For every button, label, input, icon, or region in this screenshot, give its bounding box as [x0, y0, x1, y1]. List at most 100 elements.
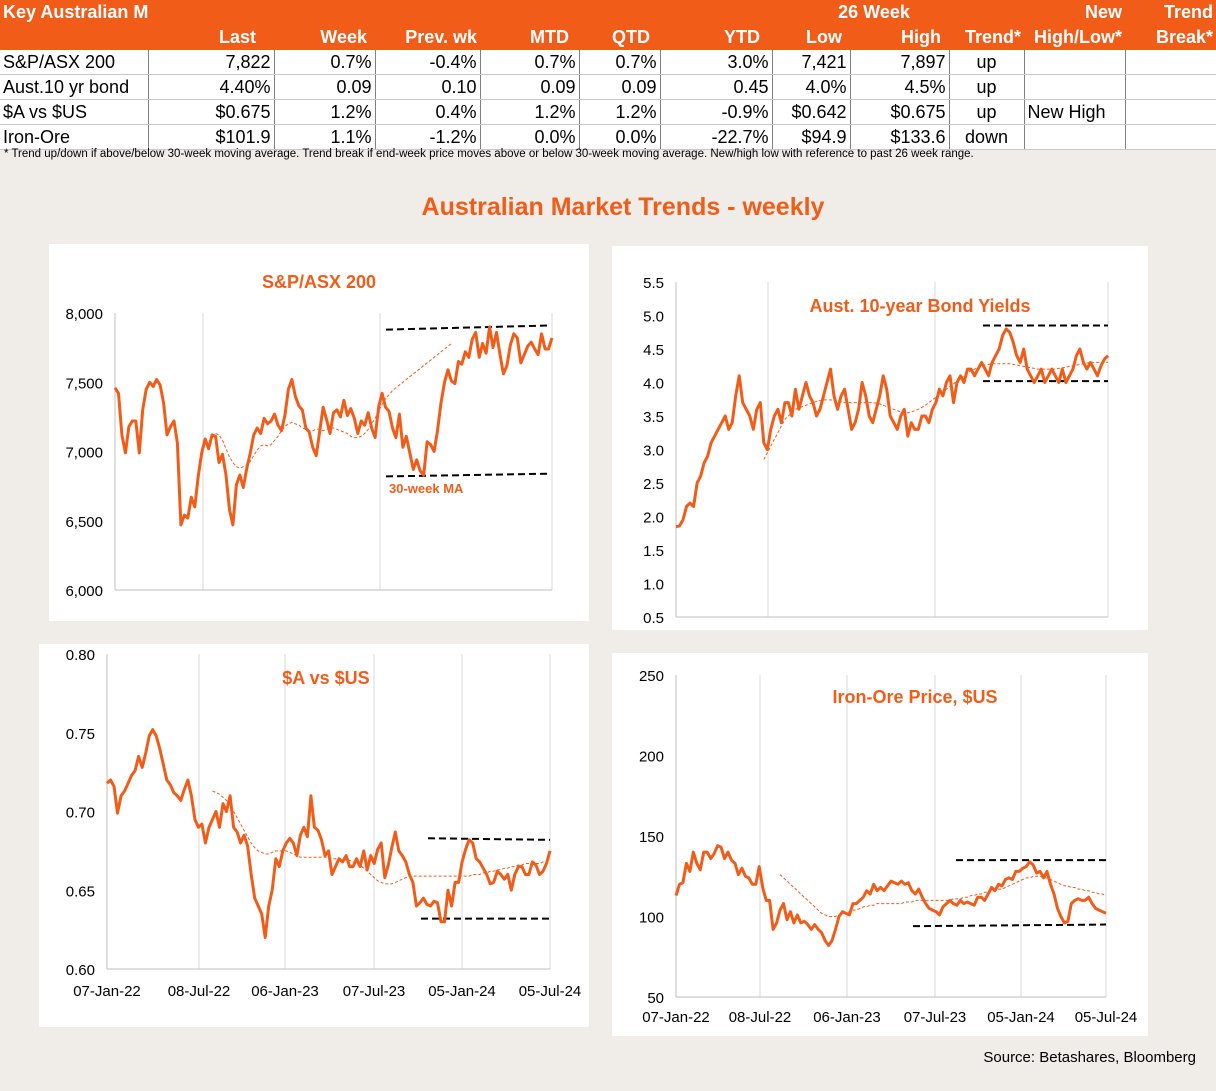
table-row: Aust.10 yr bond 4.40% 0.09 0.10 0.09 0.0… [0, 74, 1216, 100]
col-header: Break* [1125, 25, 1216, 50]
cell: -1.2% [375, 124, 481, 150]
y-tick-label: 150 [639, 829, 664, 846]
range-line [912, 923, 1107, 928]
x-tick-label: 05-Jul-24 [519, 983, 582, 1000]
cell: 1.1% [274, 124, 376, 150]
row-name: $A vs $US [0, 99, 149, 125]
y-tick-label: 0.70 [66, 805, 95, 822]
y-tick-label: 4.5 [643, 342, 664, 359]
col-header: Low [772, 25, 850, 50]
moving-average-line [212, 790, 547, 885]
x-tick-label: 05-Jan-24 [428, 983, 496, 1000]
moving-average-line [763, 361, 1108, 460]
y-tick-label: 4.0 [643, 376, 664, 393]
cell [1125, 50, 1216, 75]
cell: 4.40% [148, 74, 275, 100]
row-name: Aust.10 yr bond [0, 74, 149, 100]
x-tick-label: 08-Jul-22 [729, 1009, 792, 1026]
y-tick-label: 0.5 [643, 610, 664, 627]
cell: 0.09 [579, 74, 661, 100]
y-tick-label: 2.0 [643, 510, 664, 527]
col-header: YTD [660, 25, 772, 50]
cell: up [949, 50, 1025, 75]
cell: -0.4% [375, 50, 481, 75]
cell: 1.2% [274, 99, 376, 125]
series-line [674, 844, 1107, 947]
trend-header: Trend [1125, 0, 1216, 25]
cell [1125, 124, 1216, 150]
y-tick-label: 6,000 [65, 583, 103, 600]
y-tick-label: 0.80 [66, 647, 95, 664]
col-header: MTD [480, 25, 579, 50]
series-line [675, 327, 1110, 529]
new-header: New [1024, 0, 1125, 25]
y-tick-label: 250 [639, 668, 664, 685]
chart-title: Iron-Ore Price, $US [832, 687, 997, 707]
cell: 0.45 [660, 74, 773, 100]
cell [1024, 124, 1126, 150]
cell: down [949, 124, 1025, 150]
y-tick-label: 5.5 [643, 275, 664, 292]
table-header-row-2: Last Week Prev. wk MTD QTD YTD Low High … [0, 25, 1216, 50]
col-header: Prev. wk [375, 25, 480, 50]
y-tick-label: 1.5 [643, 543, 664, 560]
source-note: Source: Betashares, Bloomberg [983, 1049, 1196, 1066]
table-footnote: * Trend up/down if above/below 30-week m… [4, 148, 974, 160]
cell [1024, 50, 1126, 75]
range-line [385, 472, 551, 478]
cell: 0.7% [579, 50, 661, 75]
chart-title: $A vs $US [282, 668, 369, 688]
table-row: Iron-Ore $101.9 1.1% -1.2% 0.0% 0.0% -22… [0, 124, 1216, 150]
cell: New High [1024, 99, 1126, 125]
page-title: Australian Market Trends - weekly [421, 193, 825, 221]
col-header: Trend* [949, 25, 1024, 50]
cell: $0.675 [148, 99, 275, 125]
cell [1024, 74, 1126, 100]
group-header-26week: 26 Week [772, 0, 949, 25]
cell: 4.5% [850, 74, 950, 100]
cell: $94.9 [772, 124, 851, 150]
x-tick-label: 08-Jul-22 [168, 983, 231, 1000]
chart-asx: 6,000 6,500 7,000 7,500 8,000 S&P/ASX 200 30-w… [65, 272, 554, 600]
y-tick-label: 2.5 [643, 476, 664, 493]
ma-annotation: 30-week MA [389, 481, 464, 496]
cell: 0.7% [274, 50, 376, 75]
y-tick-label: 0.75 [66, 726, 95, 743]
y-tick-label: 100 [639, 910, 664, 927]
series-line [105, 728, 552, 939]
y-tick-label: 7,000 [65, 445, 103, 462]
x-tick-label: 07-Jul-23 [343, 983, 406, 1000]
col-header: High [850, 25, 949, 50]
table-row: $A vs $US $0.675 1.2% 0.4% 1.2% 1.2% -0.… [0, 99, 1216, 125]
cell: 7,822 [148, 50, 275, 75]
cell: 0.0% [480, 124, 580, 150]
col-header: High/Low* [1024, 25, 1125, 50]
chart-title: S&P/ASX 200 [262, 272, 376, 292]
chart-bond: 0.5 1.0 1.5 2.0 2.5 3.0 3.5 4.0 4.5 5.0 5.5 Aust. 1… [643, 275, 1110, 627]
x-tick-label: 05-Jul-24 [1075, 1009, 1138, 1026]
col-header: QTD [579, 25, 660, 50]
y-tick-label: 0.65 [66, 883, 95, 900]
x-tick-label: 07-Jul-23 [904, 1009, 967, 1026]
cell: 0.4% [375, 99, 481, 125]
moving-average-line [215, 343, 452, 469]
chart-aud: 0.60 0.65 0.70 0.75 0.80 07-Jan-22 08-Jul-22 06… [66, 647, 582, 1000]
cell: up [949, 74, 1025, 100]
moving-average-line [779, 874, 1107, 917]
cell: 0.7% [480, 50, 580, 75]
x-tick-label: 06-Jan-23 [813, 1009, 881, 1026]
y-tick-label: 6,500 [65, 514, 103, 531]
row-name: S&P/ASX 200 [0, 50, 149, 75]
chart-title: Aust. 10-year Bond Yields [809, 296, 1030, 316]
x-tick-label: 07-Jan-22 [642, 1009, 710, 1026]
markets-table: Key Australian Markets 26 Week New Trend… [0, 0, 1216, 150]
y-tick-label: 3.0 [643, 443, 664, 460]
x-tick-label: 05-Jan-24 [987, 1009, 1055, 1026]
chart-panel-asx: 6,000 6,500 7,000 7,500 8,000 S&P/ASX 200 30-w… [49, 244, 589, 621]
cell: 7,897 [850, 50, 950, 75]
cell: $0.675 [850, 99, 950, 125]
cell: -22.7% [660, 124, 773, 150]
cell: $0.642 [772, 99, 851, 125]
cell: 7,421 [772, 50, 851, 75]
cell: 3.0% [660, 50, 773, 75]
